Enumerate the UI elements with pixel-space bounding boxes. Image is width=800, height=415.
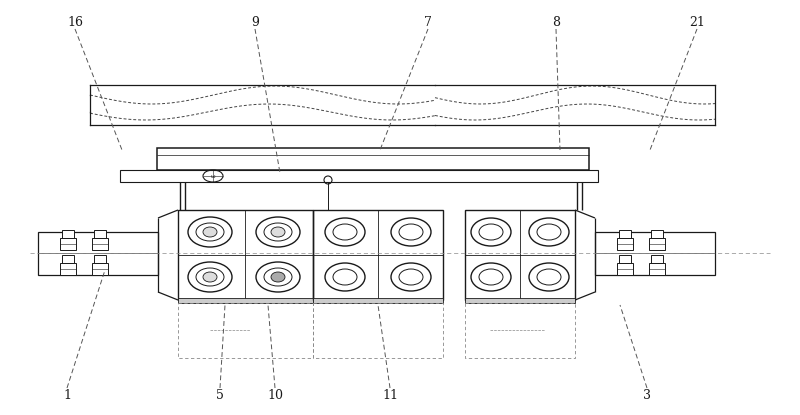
Text: 11: 11 (382, 388, 398, 401)
Text: 3: 3 (643, 388, 651, 401)
Bar (38, 232, 158, 275)
Bar (157, 148, 589, 170)
Bar (619, 230, 631, 238)
Bar (617, 238, 633, 250)
Text: 5: 5 (216, 388, 224, 401)
Bar (465, 210, 575, 300)
Text: ω: ω (210, 173, 215, 178)
Bar (92, 263, 108, 275)
Bar (313, 210, 443, 300)
Bar (92, 238, 108, 250)
Ellipse shape (256, 217, 300, 247)
Ellipse shape (256, 262, 300, 292)
Text: 10: 10 (267, 388, 283, 401)
Bar (178, 210, 313, 300)
Ellipse shape (325, 263, 365, 291)
Bar (60, 263, 76, 275)
Ellipse shape (188, 262, 232, 292)
Ellipse shape (529, 218, 569, 246)
Bar (313, 298, 443, 303)
Bar (595, 232, 715, 275)
Bar (120, 170, 598, 182)
Ellipse shape (471, 263, 511, 291)
Ellipse shape (271, 272, 285, 282)
Bar (617, 263, 633, 275)
Text: 16: 16 (67, 15, 83, 29)
Bar (465, 303, 575, 358)
Bar (651, 230, 663, 238)
Ellipse shape (529, 263, 569, 291)
Text: 8: 8 (552, 15, 560, 29)
Ellipse shape (188, 217, 232, 247)
Ellipse shape (391, 218, 431, 246)
Bar (313, 303, 443, 358)
Ellipse shape (471, 218, 511, 246)
Ellipse shape (203, 272, 217, 282)
Bar (465, 298, 575, 303)
Ellipse shape (325, 218, 365, 246)
Ellipse shape (391, 263, 431, 291)
Bar (94, 230, 106, 238)
Bar (619, 255, 631, 263)
Text: 7: 7 (424, 15, 432, 29)
Ellipse shape (271, 227, 285, 237)
Bar (178, 303, 313, 358)
Bar (649, 238, 665, 250)
Bar (651, 255, 663, 263)
Bar (649, 263, 665, 275)
Text: 9: 9 (251, 15, 259, 29)
Ellipse shape (203, 227, 217, 237)
Text: 1: 1 (63, 388, 71, 401)
Bar (62, 255, 74, 263)
Text: 21: 21 (689, 15, 705, 29)
Bar (178, 298, 313, 303)
Bar (62, 230, 74, 238)
Bar (60, 238, 76, 250)
Bar (94, 255, 106, 263)
